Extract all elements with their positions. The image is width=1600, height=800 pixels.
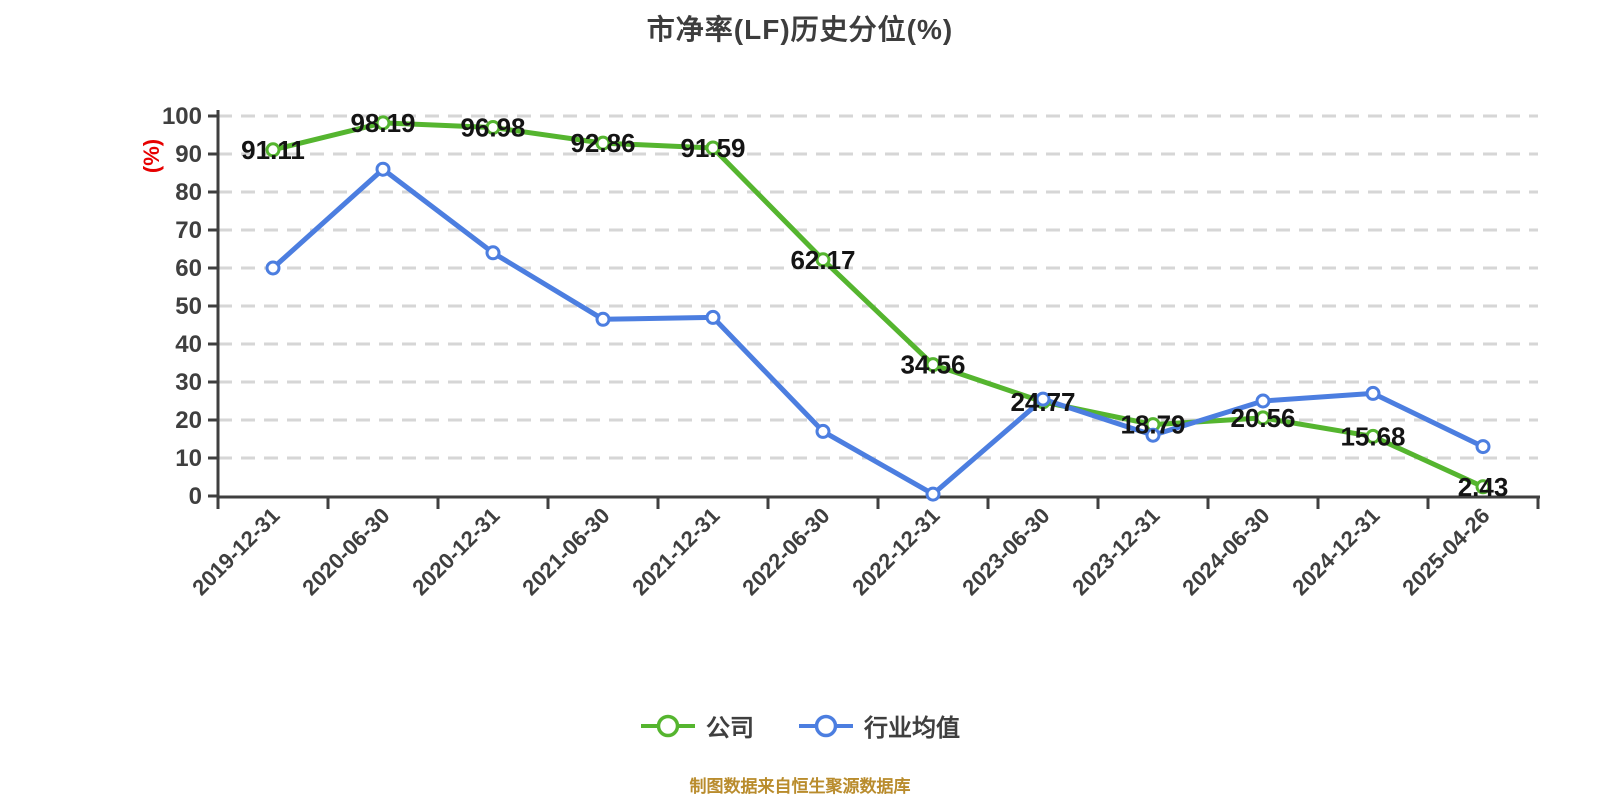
industry-data-point [815, 423, 831, 439]
legend-company-label: 公司 [706, 715, 754, 742]
industry-data-point [1145, 427, 1161, 443]
legend-industry-marker-icon [799, 714, 853, 737]
x-axis-tick-label: 2024-12-31 [1287, 503, 1384, 600]
company-data-point [375, 115, 391, 131]
company-data-point [1255, 410, 1271, 426]
y-axis-tick-label: 30 [175, 369, 202, 396]
industry-data-point [375, 161, 391, 177]
y-axis-name: (%) [139, 139, 164, 173]
data-label: 2.43 [1458, 472, 1509, 502]
data-label: 20.56 [1230, 403, 1295, 433]
data-label: 91.59 [680, 133, 745, 163]
y-axis-tick-label: 80 [175, 179, 202, 206]
industry-line [270, 166, 1486, 497]
data-label: 24.77 [1010, 387, 1075, 417]
industry-data-point [1255, 393, 1271, 409]
company-data-point [925, 357, 941, 373]
company-data-point [815, 252, 831, 268]
chart-legend: 公司 行业均值 [0, 708, 1600, 743]
company-data-point [485, 119, 501, 135]
y-axis-tick-label: 70 [175, 217, 202, 244]
chart-title: 市净率(LF)历史分位(%) [646, 14, 954, 45]
x-axis-tick-label: 2020-12-31 [407, 503, 504, 600]
legend-item-company[interactable]: 公司 [640, 708, 754, 743]
industry-data-point [1475, 439, 1491, 455]
x-axis-tick-label: 2022-06-30 [737, 503, 834, 600]
data-label: 91.11 [241, 135, 305, 165]
y-axis-tick-label: 90 [175, 141, 202, 168]
y-axis-tick-label: 20 [175, 407, 202, 434]
x-axis-tick-label: 2023-12-31 [1067, 503, 1164, 600]
x-axis-tick-label: 2019-12-31 [187, 503, 284, 600]
axes: 0 10 20 30 40 50 60 70 80 90 100 2019-12-31 2020-06-… [162, 103, 1540, 600]
y-axis-tick-label: 10 [175, 445, 202, 472]
x-axis-tick-label: 2024-06-30 [1177, 503, 1274, 600]
legend-item-industry[interactable]: 行业均值 [798, 708, 960, 743]
industry-data-point [1035, 391, 1051, 407]
y-axis-tick-label: 40 [175, 331, 202, 358]
data-label: 18.79 [1120, 410, 1185, 440]
x-axis-tick-label: 2022-12-31 [847, 503, 944, 600]
industry-data-point [705, 309, 721, 325]
company-data-point [265, 142, 281, 158]
y-axis-tick-label: 100 [162, 103, 202, 130]
company-line [270, 120, 1486, 490]
x-axis-tick-label: 2023-06-30 [957, 503, 1054, 600]
data-label: 98.19 [350, 108, 415, 138]
industry-data-point [485, 245, 501, 261]
industry-data-point [265, 260, 281, 276]
industry-data-point [925, 486, 941, 502]
data-label: 34.56 [900, 350, 965, 380]
x-axis-tick-label: 2021-12-31 [627, 503, 724, 600]
x-axis-tick-label: 2020-06-30 [297, 503, 394, 600]
data-label: 15.68 [1340, 421, 1405, 451]
industry-data-point [1365, 385, 1381, 401]
data-label: 92.86 [570, 128, 635, 158]
company-data-point [1365, 428, 1381, 444]
company-data-point [1475, 479, 1491, 495]
y-axis-tick-label: 50 [175, 293, 202, 320]
industry-data-point [595, 311, 611, 327]
footer-note: 制图数据来自恒生聚源数据库 [689, 777, 911, 796]
y-axis-tick-label: 60 [175, 255, 202, 282]
x-axis-tick-label: 2025-04-26 [1397, 503, 1494, 600]
gridlines [218, 114, 1538, 460]
company-data-point [705, 140, 721, 156]
x-axis-tick-label: 2021-06-30 [517, 503, 614, 600]
data-label: 62.17 [790, 245, 855, 275]
company-data-point [595, 135, 611, 151]
data-label: 96.98 [460, 112, 525, 142]
legend-industry-label: 行业均值 [864, 715, 960, 742]
legend-company-marker-icon [641, 714, 695, 737]
y-axis-tick-label: 0 [189, 483, 202, 510]
